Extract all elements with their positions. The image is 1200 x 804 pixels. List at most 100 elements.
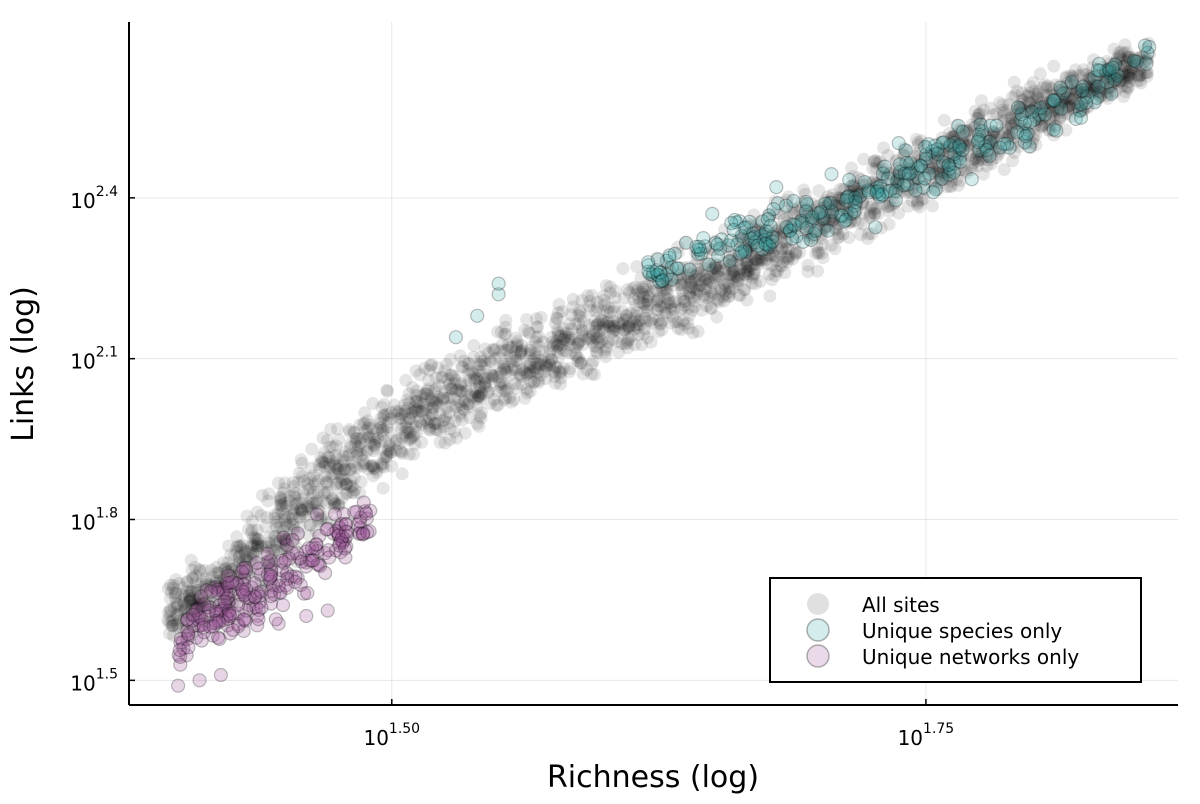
- all-sites-point: [233, 540, 247, 553]
- all-sites-point: [684, 275, 698, 289]
- all-sites-point: [930, 146, 944, 160]
- all-sites-point: [611, 316, 625, 330]
- unique-networks-point: [359, 506, 374, 521]
- all-sites-point: [569, 317, 582, 331]
- unique-species-point: [1022, 115, 1038, 130]
- unique-networks-point: [327, 506, 342, 522]
- all-sites-point: [763, 289, 777, 303]
- unique-networks-point: [288, 569, 303, 584]
- all-sites-point: [436, 414, 450, 428]
- all-sites-point: [937, 155, 951, 168]
- all-sites-point: [1055, 95, 1069, 108]
- all-sites-point: [599, 342, 613, 356]
- all-sites-point: [472, 419, 486, 433]
- all-sites-point: [829, 221, 842, 235]
- data-points: [161, 36, 1157, 693]
- all-sites-point: [408, 404, 422, 418]
- unique-networks-point: [247, 576, 262, 591]
- all-sites-point: [494, 381, 508, 395]
- all-sites-point: [842, 231, 856, 245]
- all-sites-point: [528, 363, 542, 377]
- all-sites-point: [650, 295, 664, 308]
- all-sites-point: [334, 477, 348, 491]
- all-sites-point: [909, 168, 923, 182]
- all-sites-point: [587, 327, 600, 341]
- all-sites-point: [1068, 73, 1082, 87]
- all-sites-point: [828, 210, 842, 224]
- all-sites-point: [569, 347, 582, 361]
- all-sites-point: [196, 589, 210, 603]
- unique-species-point: [734, 228, 749, 243]
- all-sites-point: [419, 400, 433, 414]
- unique-networks-point: [221, 595, 236, 610]
- all-sites-point: [354, 475, 368, 489]
- all-sites-point: [380, 383, 394, 397]
- all-sites-point: [304, 461, 318, 475]
- all-sites-point: [245, 514, 259, 528]
- all-sites-point: [655, 323, 669, 337]
- all-sites-point: [818, 220, 832, 234]
- all-sites-point: [997, 109, 1010, 122]
- all-sites-point: [441, 372, 455, 386]
- all-sites-point: [704, 285, 718, 299]
- all-sites-point: [883, 166, 897, 180]
- all-sites-point: [812, 219, 826, 233]
- all-sites-point: [443, 422, 457, 436]
- all-sites-point: [637, 290, 651, 304]
- all-sites-point: [394, 444, 408, 458]
- all-sites-point: [360, 443, 374, 457]
- all-sites-point: [847, 179, 861, 193]
- unique-species-point: [755, 242, 770, 257]
- all-sites-point: [597, 289, 611, 303]
- all-sites-point: [1103, 71, 1117, 85]
- all-sites-point: [585, 367, 599, 381]
- all-sites-point: [1120, 55, 1134, 69]
- all-sites-point: [764, 241, 778, 255]
- all-sites-point: [286, 512, 300, 526]
- all-sites-point: [474, 406, 488, 420]
- unique-species-point: [1000, 136, 1015, 151]
- all-sites-point: [819, 220, 833, 234]
- all-sites-point: [523, 358, 537, 371]
- all-sites-point: [814, 231, 828, 245]
- all-sites-point: [526, 364, 540, 378]
- unique-species-point: [982, 148, 997, 163]
- all-sites-point: [295, 492, 309, 506]
- all-sites-point: [552, 298, 566, 311]
- all-sites-point: [846, 194, 860, 208]
- all-sites-point: [508, 377, 522, 391]
- all-sites-point: [326, 493, 340, 507]
- all-sites-point: [731, 271, 745, 285]
- all-sites-point: [788, 227, 802, 241]
- all-sites-point: [1072, 89, 1086, 103]
- unique-networks-point: [196, 620, 211, 635]
- all-sites-point: [1143, 47, 1156, 61]
- all-sites-point: [985, 153, 999, 166]
- all-sites-point: [571, 317, 585, 331]
- all-sites-point: [429, 395, 442, 409]
- all-sites-point: [187, 608, 201, 622]
- all-sites-point: [968, 120, 982, 133]
- all-sites-point: [381, 409, 395, 423]
- all-sites-point: [406, 381, 419, 394]
- all-sites-point: [1129, 58, 1143, 72]
- all-sites-point: [286, 501, 300, 515]
- unique-species-point: [815, 211, 831, 226]
- all-sites-point: [449, 400, 463, 414]
- all-sites-point: [331, 462, 345, 476]
- all-sites-point: [1121, 67, 1135, 81]
- all-sites-point: [763, 249, 777, 263]
- unique-networks-point: [339, 516, 354, 532]
- all-sites-point: [477, 354, 491, 368]
- all-sites-point: [800, 220, 814, 234]
- all-sites-point: [811, 264, 825, 278]
- all-sites-point: [520, 367, 534, 381]
- all-sites-point: [1047, 109, 1061, 123]
- all-sites-point: [938, 155, 952, 169]
- all-sites-point: [965, 163, 979, 177]
- all-sites-point: [789, 246, 802, 260]
- all-sites-point: [775, 259, 789, 273]
- all-sites-point: [375, 420, 389, 434]
- all-sites-point: [366, 397, 380, 410]
